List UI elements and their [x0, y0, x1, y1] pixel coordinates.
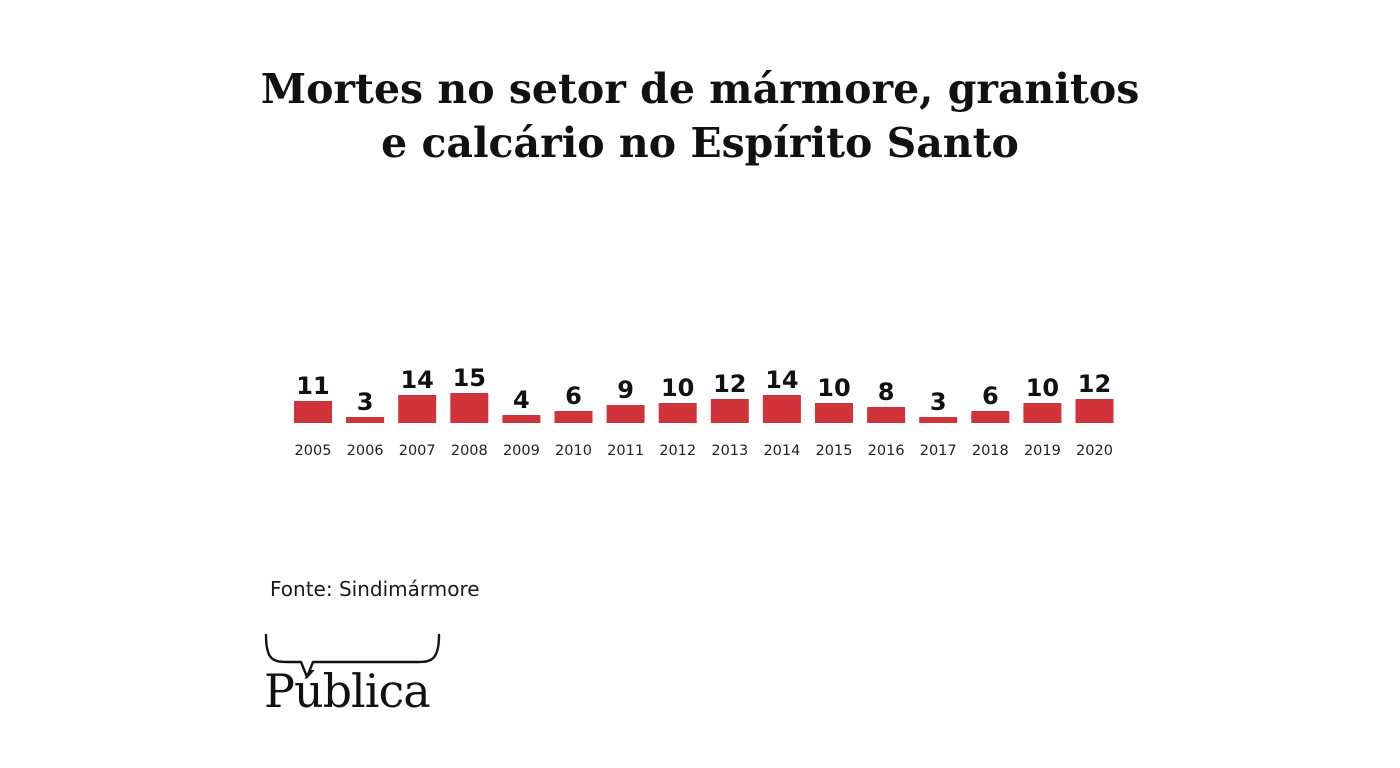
- value-label-2017: 3: [930, 388, 947, 416]
- value-label-2011: 9: [617, 376, 634, 404]
- x-tick-label-2017: 2017: [920, 443, 957, 459]
- x-tick-label-2014: 2014: [763, 443, 800, 459]
- x-tick-label-2012: 2012: [659, 443, 696, 459]
- x-tick-label-2008: 2008: [451, 443, 488, 459]
- chart-title: Mortes no setor de mármore, granitos e c…: [0, 62, 1400, 170]
- value-label-2014: 14: [765, 366, 798, 394]
- x-tick-label-2020: 2020: [1076, 443, 1113, 459]
- bar-2016: [867, 407, 906, 423]
- bar-2010: [554, 411, 593, 423]
- chart-title-line-1: Mortes no setor de mármore, granitos: [260, 65, 1140, 113]
- value-label-group: 11 3 14 15 4 6 9 10 12 14 10 8 3 6 10 12: [296, 364, 1111, 416]
- value-label-2016: 8: [878, 378, 895, 406]
- x-tick-label-2005: 2005: [295, 443, 332, 459]
- x-tick-label-2007: 2007: [399, 443, 436, 459]
- x-tick-label-2013: 2013: [711, 443, 748, 459]
- value-label-2007: 14: [400, 366, 433, 394]
- bar-2012: [658, 403, 697, 423]
- bar-2005: [294, 401, 332, 423]
- bar-2013: [710, 399, 749, 423]
- bar-2017: [919, 417, 958, 423]
- value-label-2015: 10: [817, 374, 850, 402]
- value-label-2006: 3: [357, 388, 374, 416]
- value-label-2005: 11: [296, 372, 329, 400]
- bar-2019: [1023, 403, 1062, 423]
- bar-2006: [346, 417, 385, 423]
- value-label-2020: 12: [1078, 370, 1111, 398]
- value-label-2018: 6: [982, 382, 999, 410]
- chart-title-line-2: e calcário no Espírito Santo: [381, 119, 1019, 167]
- x-axis-tick-labels: 2005 2006 2007 2008 2009 2010 2011 2012 2013 2014…: [295, 443, 1113, 459]
- bar-2015: [815, 403, 853, 423]
- value-label-2010: 6: [565, 382, 582, 410]
- bar-2009: [502, 415, 541, 423]
- value-label-2009: 4: [513, 386, 530, 414]
- x-tick-label-2010: 2010: [555, 443, 592, 459]
- x-tick-label-2011: 2011: [607, 443, 644, 459]
- logo-wordmark: Pública: [264, 664, 431, 718]
- bar-group: [294, 393, 1114, 423]
- x-tick-label-2009: 2009: [503, 443, 540, 459]
- source-note: Fonte: Sindimármore: [270, 577, 480, 601]
- value-label-2013: 12: [713, 370, 746, 398]
- x-tick-label-2019: 2019: [1024, 443, 1061, 459]
- bar-2008: [450, 393, 489, 423]
- value-label-2008: 15: [453, 364, 486, 392]
- x-tick-label-2018: 2018: [972, 443, 1009, 459]
- value-label-2019: 10: [1026, 374, 1059, 402]
- bar-2007: [398, 395, 437, 423]
- bar-2020: [1075, 399, 1114, 423]
- speech-brace-icon: [264, 633, 441, 679]
- x-tick-label-2006: 2006: [347, 443, 384, 459]
- bar-2018: [971, 411, 1010, 423]
- bar-2014: [762, 395, 801, 423]
- x-tick-label-2016: 2016: [868, 443, 905, 459]
- x-tick-label-2015: 2015: [816, 443, 853, 459]
- value-label-2012: 10: [661, 374, 694, 402]
- bar-2011: [606, 405, 645, 423]
- publica-logo: Pública: [263, 632, 453, 722]
